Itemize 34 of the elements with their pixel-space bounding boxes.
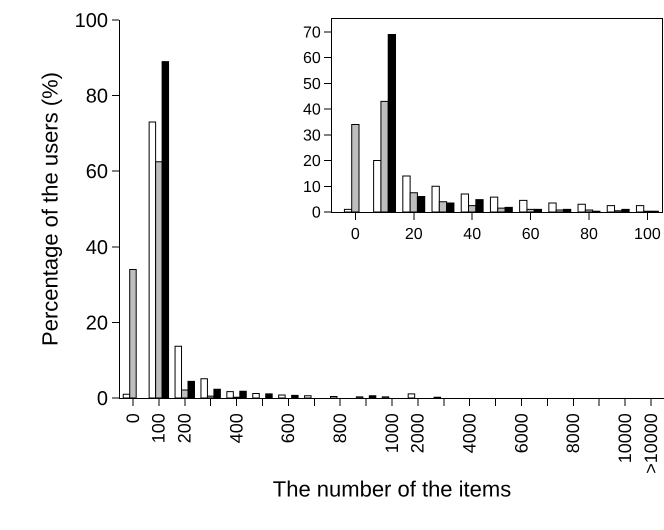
y-tick-label: 40	[303, 102, 321, 119]
y-tick-label: 0	[96, 388, 108, 410]
x-tick-label: 4000	[460, 413, 480, 454]
y-tick-label: 0	[312, 204, 321, 222]
x-tick-label: 100	[634, 226, 661, 244]
x-tick-label: 0	[350, 226, 360, 244]
x-tick-label: >10000	[640, 413, 661, 474]
x-tick-label: 0	[122, 413, 143, 424]
y-tick-label: 30	[303, 127, 321, 144]
x-tick-label: 80	[580, 226, 598, 244]
y-tick-label: 10	[303, 178, 321, 196]
x-tick-label: 20	[404, 226, 423, 244]
y-tick-label: 80	[86, 86, 108, 108]
x-tick-label: 600	[278, 413, 298, 444]
x-tick-label: 1000	[382, 413, 402, 454]
x-tick-label: 800	[330, 413, 350, 444]
x-tick-label: 60	[522, 226, 540, 244]
x-tick-label: 8000	[563, 413, 584, 454]
x-tick-label: 40	[463, 226, 482, 244]
y-tick-label: 60	[86, 161, 108, 184]
x-axis-title: The number of the items	[272, 476, 512, 502]
x-tick-label: 100	[148, 413, 169, 444]
y-tick-label: 50	[303, 76, 321, 93]
y-tick-label: 60	[303, 50, 321, 68]
x-tick-label: 200	[174, 413, 195, 444]
y-axis-title: Percentage of the users (%)	[37, 72, 62, 346]
y-tick-label: 20	[86, 312, 108, 334]
y-tick-label: 100	[74, 10, 108, 32]
x-tick-label: 400	[226, 413, 246, 444]
y-tick-label: 20	[303, 153, 321, 170]
x-tick-label: 10000	[614, 413, 635, 464]
y-tick-label: 70	[303, 24, 321, 42]
x-tick-label: 6000	[511, 413, 532, 454]
x-tick-label: 2000	[408, 413, 428, 454]
